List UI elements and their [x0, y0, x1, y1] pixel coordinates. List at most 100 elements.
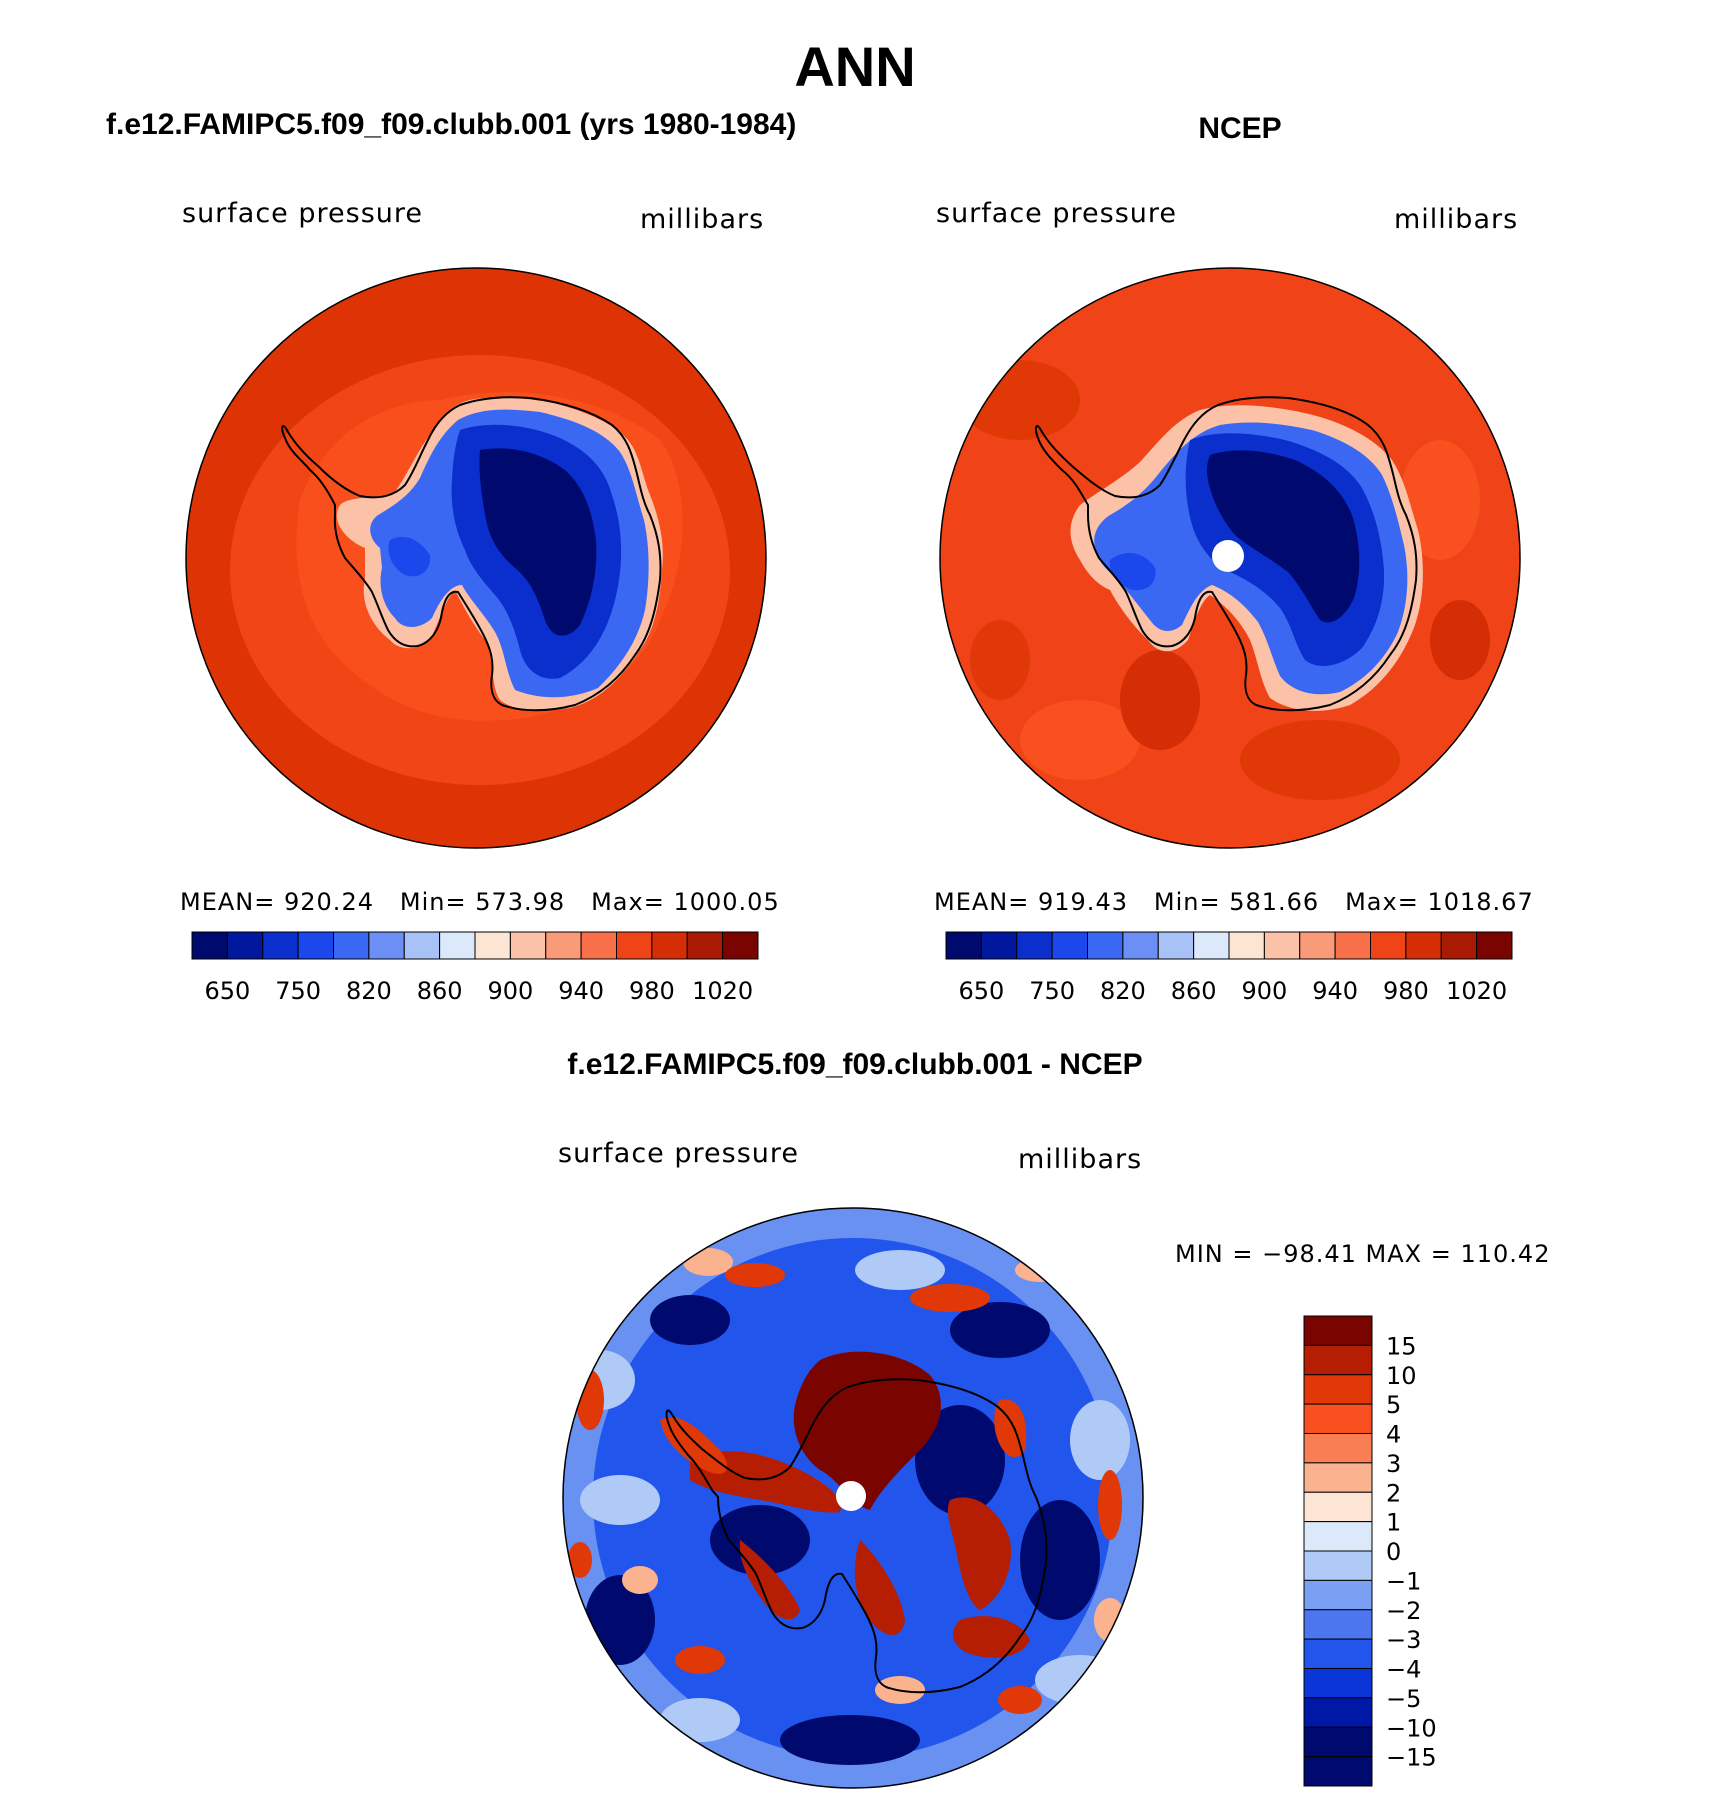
colorbar-ncep-box: [1228, 931, 1265, 960]
colorbar-model-tick-label: 940: [558, 977, 604, 1005]
colorbar-ncep-tick-label: 980: [1383, 977, 1429, 1005]
panel-model-units-label: millibars: [640, 204, 765, 235]
colorbar-model-tick-label: 900: [487, 977, 533, 1005]
main-title: ANN: [794, 35, 916, 98]
colorbar-model-box: [616, 931, 653, 960]
panel-diff-units-label: millibars: [1018, 1144, 1143, 1175]
colorbar-ncep-box: [1299, 931, 1336, 960]
colorbar-ncep-box: [980, 931, 1018, 960]
colorbar-model-box: [474, 931, 511, 960]
colorbar-difference-box: [1303, 1697, 1373, 1728]
panel-diff-title: f.e12.FAMIPC5.f09_f09.clubb.001 - NCEP: [567, 1048, 1143, 1081]
colorbar-ncep-tick-label: 1020: [1446, 977, 1507, 1005]
colorbar-difference-tick-label: −3: [1386, 1626, 1421, 1654]
colorbar-difference-tick-label: −10: [1386, 1714, 1437, 1742]
colorbar-model-box: [686, 931, 724, 960]
colorbar-ncep-box: [1157, 931, 1195, 960]
panel-model-stats: MEAN= 920.24 Min= 573.98 Max= 1000.05: [180, 888, 780, 916]
colorbar-model: 650 750 820 860 900 940 980 1020: [191, 931, 759, 1005]
colorbar-ncep-tick-label: 650: [958, 977, 1004, 1005]
colorbar-difference-box: [1303, 1433, 1373, 1464]
colorbar-ncep-box: [1016, 931, 1053, 960]
colorbar-model-tick-label: 820: [346, 977, 392, 1005]
colorbar-ncep-box: [945, 931, 982, 960]
colorbar-ncep-box: [1193, 931, 1230, 960]
colorbar-difference-box: [1303, 1374, 1373, 1405]
panel-diff-variable-label: surface pressure: [558, 1138, 799, 1169]
colorbar-ncep-tick-label: 820: [1100, 977, 1146, 1005]
colorbar-ncep-tick-label: 750: [1029, 977, 1075, 1005]
colorbar-ncep-tick-label: 860: [1171, 977, 1217, 1005]
colorbar-difference-box: [1303, 1726, 1373, 1758]
map-difference-border: [562, 1207, 1144, 1789]
colorbar-difference-box: [1303, 1668, 1373, 1699]
colorbar-model-tick-label: 750: [275, 977, 321, 1005]
colorbar-difference-box: [1303, 1462, 1373, 1493]
colorbar-difference-tick-label: 2: [1386, 1479, 1401, 1507]
colorbar-ncep: 650 750 820 860 900 940 980 1020: [945, 931, 1513, 1005]
colorbar-model-box: [333, 931, 370, 960]
panel-model-title: f.e12.FAMIPC5.f09_f09.clubb.001 (yrs 198…: [106, 108, 797, 141]
colorbar-model-box: [368, 931, 405, 960]
colorbar-difference-tick-label: 4: [1386, 1421, 1401, 1449]
panel-ncep-variable-label: surface pressure: [936, 198, 1177, 229]
colorbar-model-box: [509, 931, 547, 960]
panel-ncep-title: NCEP: [1198, 112, 1282, 145]
map-model-border: [185, 267, 767, 849]
colorbar-model-box: [226, 931, 264, 960]
colorbar-difference-box: [1303, 1521, 1373, 1552]
colorbar-model-box: [403, 931, 441, 960]
map-difference: [563, 1208, 1143, 1788]
colorbar-model-box: [651, 931, 688, 960]
colorbar-difference-tick-label: 5: [1386, 1391, 1401, 1419]
panel-ncep-units-label: millibars: [1394, 204, 1519, 235]
colorbar-model-box: [439, 931, 476, 960]
colorbar-model-tick-label: 980: [629, 977, 675, 1005]
colorbar-model-box: [580, 931, 617, 960]
colorbar-ncep-box: [1405, 931, 1442, 960]
colorbar-ncep-box: [1087, 931, 1124, 960]
colorbar-difference-tick-label: 3: [1386, 1450, 1401, 1478]
colorbar-ncep-box: [1334, 931, 1371, 960]
panel-diff-minmax: MIN = −98.41 MAX = 110.42: [1175, 1240, 1551, 1268]
colorbar-difference-box: [1303, 1609, 1373, 1640]
colorbar-model-box: [722, 931, 759, 960]
colorbar-difference-box: [1303, 1756, 1373, 1787]
panel-ncep-stats: MEAN= 919.43 Min= 581.66 Max= 1018.67: [934, 888, 1534, 916]
colorbar-difference-tick-label: −15: [1386, 1744, 1437, 1772]
colorbar-model-tick-label: 1020: [692, 977, 753, 1005]
colorbar-difference-tick-label: 1: [1386, 1509, 1401, 1537]
colorbar-model-tick-label: 650: [204, 977, 250, 1005]
colorbar-model-tick-label: 860: [417, 977, 463, 1005]
colorbar-ncep-box: [1051, 931, 1088, 960]
colorbar-ncep-box: [1263, 931, 1301, 960]
colorbar-ncep-box: [1476, 931, 1513, 960]
colorbar-model-box: [191, 931, 228, 960]
colorbar-difference-tick-label: −2: [1386, 1597, 1421, 1625]
colorbar-model-box: [545, 931, 582, 960]
colorbar-ncep-box: [1122, 931, 1159, 960]
panel-model-variable-label: surface pressure: [182, 198, 423, 229]
colorbar-difference-box: [1303, 1403, 1373, 1434]
colorbar-difference-tick-label: −5: [1386, 1685, 1421, 1713]
map-ncep: [940, 268, 1520, 848]
map-ncep-border: [939, 267, 1521, 849]
colorbar-difference-tick-label: −4: [1386, 1656, 1421, 1684]
colorbar-difference-tick-label: 10: [1386, 1362, 1417, 1390]
colorbar-difference-box: [1303, 1315, 1373, 1346]
map-model: [186, 268, 766, 848]
colorbar-model-box: [262, 931, 299, 960]
colorbar-ncep-tick-label: 940: [1312, 977, 1358, 1005]
colorbar-difference-box: [1303, 1344, 1373, 1376]
colorbar-difference-tick-label: −1: [1386, 1567, 1421, 1595]
colorbar-ncep-box: [1370, 931, 1407, 960]
colorbar-model-box: [297, 931, 334, 960]
colorbar-ncep-tick-label: 900: [1241, 977, 1287, 1005]
colorbar-difference-box: [1303, 1579, 1373, 1611]
colorbar-ncep-box: [1440, 931, 1478, 960]
colorbar-difference-tick-label: 15: [1386, 1332, 1417, 1360]
colorbar-difference-box: [1303, 1550, 1373, 1581]
colorbar-difference-tick-label: 0: [1386, 1538, 1401, 1566]
